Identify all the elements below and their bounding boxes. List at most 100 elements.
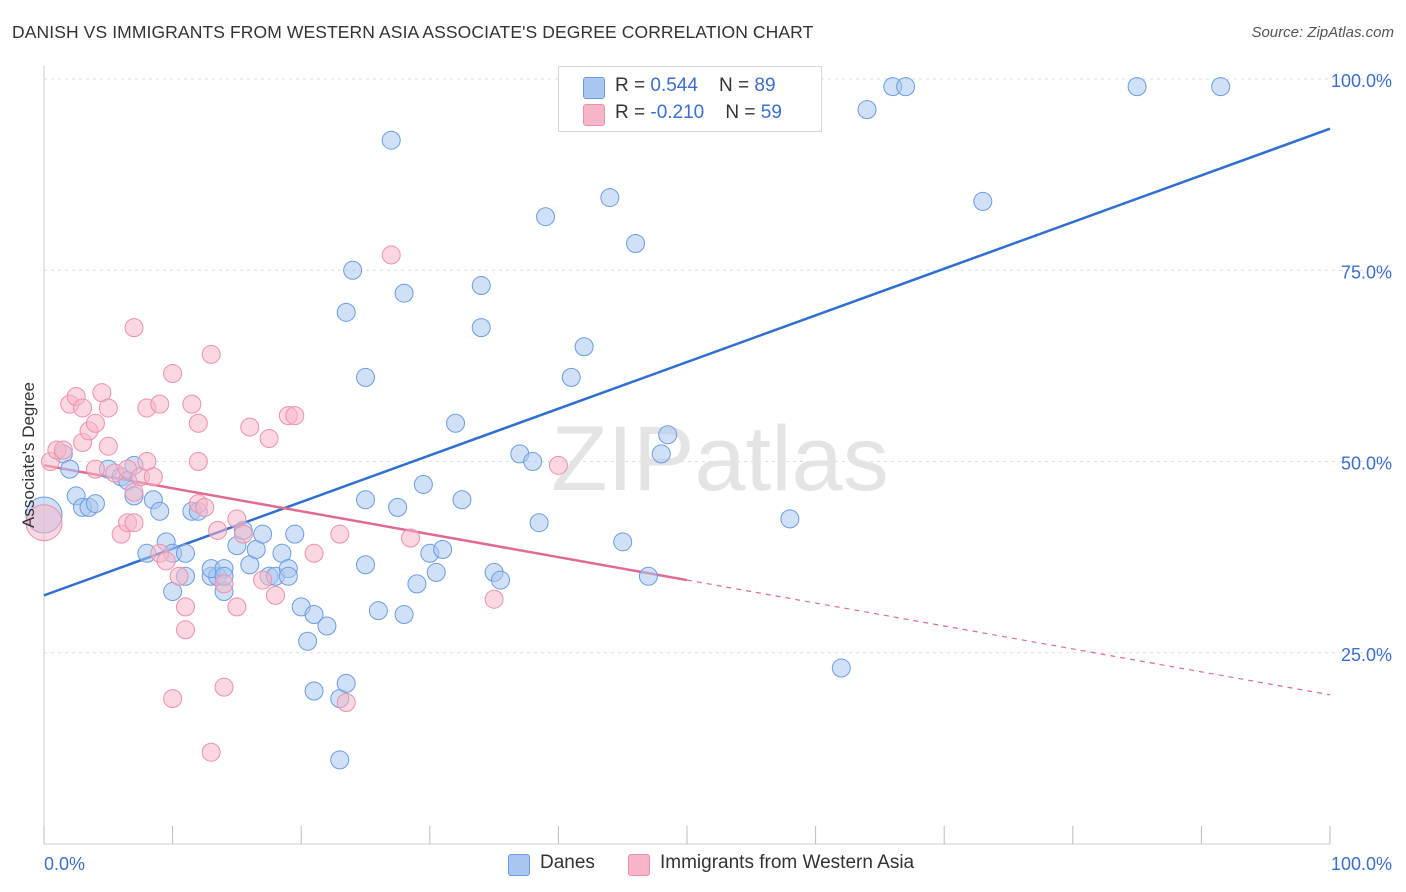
legend-swatch-immigrants [583,104,605,126]
point-immigrants [330,524,350,544]
point-danes [407,574,427,594]
point-immigrants [124,513,144,533]
point-danes [317,616,337,636]
point-immigrants [484,589,504,609]
point-immigrants [85,413,105,433]
point-danes [343,260,363,280]
point-immigrants [150,394,170,414]
point-immigrants [304,543,324,563]
point-danes [330,750,350,770]
point-danes [626,233,646,253]
point-immigrants [182,394,202,414]
data-points [25,77,1231,770]
point-immigrants [265,585,285,605]
point-danes [85,494,105,514]
point-danes [60,459,80,479]
point-immigrants [143,467,163,487]
y-axis-label: Associate's Degree [19,382,38,528]
point-immigrants [548,455,568,475]
x-tick-label: 100.0% [1331,854,1392,874]
point-immigrants [401,528,421,548]
chart-title: DANISH VS IMMIGRANTS FROM WESTERN ASIA A… [12,22,814,42]
point-immigrants [208,520,228,540]
point-danes [831,658,851,678]
point-danes [394,605,414,624]
point-danes [529,513,549,533]
point-immigrants [195,497,215,517]
point-immigrants [156,551,176,571]
point-immigrants [188,452,208,471]
point-danes [336,302,356,322]
point-immigrants [214,677,234,697]
legend-label-danes: Danes [540,852,595,873]
legend-swatch-danes [583,77,605,99]
point-danes [638,566,658,586]
point-danes [285,524,305,544]
legend-n-value: 89 [754,75,776,96]
point-danes [973,191,993,211]
point-immigrants [175,620,195,640]
point-danes [175,543,195,563]
point-danes [523,452,543,471]
point-immigrants [240,417,260,437]
trend-line-immigrants-extension [686,579,1331,696]
legend-r-label: R = [615,75,651,96]
point-immigrants [259,429,279,449]
point-danes [780,509,800,529]
point-immigrants [227,597,247,617]
point-danes [446,413,466,433]
axes [43,66,1331,845]
point-danes [304,681,324,701]
point-danes [561,367,581,387]
legend-swatch-danes [508,854,530,876]
point-immigrants [381,245,401,265]
point-danes [613,532,633,552]
point-immigrants [188,413,208,433]
point-danes [394,283,414,303]
point-danes [278,566,298,586]
point-danes [574,337,594,357]
point-immigrants [336,692,356,712]
point-immigrants [285,406,305,426]
point-danes [1127,77,1147,97]
watermark: ZIPatlas [551,408,888,510]
point-immigrants [175,597,195,617]
point-immigrants [124,318,144,338]
point-danes [536,207,556,227]
point-danes [356,555,375,575]
point-danes [336,673,356,693]
source-label: Source: ZipAtlas.com [1251,24,1394,41]
point-immigrants [201,742,221,762]
point-danes [150,501,170,521]
point-danes [1211,77,1231,97]
y-tick-label: 25.0% [1341,645,1392,665]
point-danes [452,490,472,510]
legend-correlation: R = 0.544 N = 89 R = -0.210 N = 59 [558,66,822,132]
legend-r-value: 0.544 [650,75,698,96]
legend-label-immigrants: Immigrants from Western Asia [660,852,915,873]
point-danes [857,100,877,120]
point-danes [356,490,375,510]
point-immigrants [169,566,189,586]
point-immigrants [85,459,105,479]
point-danes [600,188,620,208]
point-danes [471,276,491,296]
point-danes [388,497,408,517]
legend-r-value: -0.210 [650,102,705,123]
legend-swatch-immigrants [628,854,650,876]
point-danes [651,444,671,464]
point-danes [471,318,491,338]
point-danes [433,539,453,559]
point-immigrants [53,440,73,460]
point-immigrants [201,344,221,364]
point-immigrants [214,574,234,594]
tick-labels: 100.0% 75.0% 50.0% 25.0% 0.0% 100.0% [44,71,1392,874]
point-danes [426,562,446,582]
y-tick-label: 100.0% [1331,71,1392,91]
point-immigrants [98,398,118,418]
point-danes [298,631,318,651]
legend-r-label: R = [615,102,651,123]
trend-line-danes [43,127,1331,597]
x-tick-label: 0.0% [44,854,85,874]
